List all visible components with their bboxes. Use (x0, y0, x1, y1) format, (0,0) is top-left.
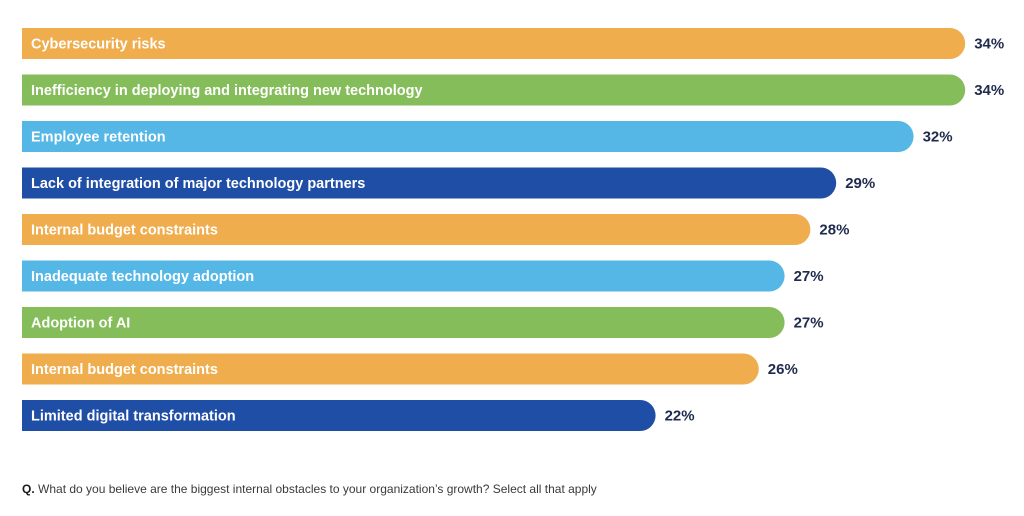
bar-group: Limited digital transformation 22% (22, 400, 695, 431)
bar-group: Internal budget constraints 28% (22, 214, 849, 245)
value-label: 34% (974, 82, 1004, 99)
bar-group: Internal budget constraints 26% (22, 353, 798, 385)
bar-group: Inefficiency in deploying and integratin… (22, 74, 1004, 106)
category-label: Adoption of AI (31, 316, 130, 332)
bar (22, 121, 914, 152)
bar-group: Adoption of AI 27% (22, 307, 824, 338)
horizontal-bar-chart: Cybersecurity risks 34% Inefficiency in de… (22, 28, 1004, 431)
category-label: Internal budget constraints (31, 223, 218, 239)
value-label: 28% (819, 222, 849, 239)
value-label: 29% (845, 175, 875, 192)
question-text: What do you believe are the biggest inte… (38, 482, 597, 496)
bar (22, 167, 837, 199)
bar-group: Lack of integration of major technology … (22, 167, 875, 199)
category-label: Lack of integration of major technology … (31, 176, 365, 192)
bar-group: Employee retention 32% (22, 121, 953, 152)
bar (22, 353, 759, 385)
bar-group: Cybersecurity risks 34% (22, 28, 1004, 59)
bar-group: Inadequate technology adoption 27% (22, 260, 824, 292)
question-prefix: Q. (22, 482, 35, 496)
category-label: Inefficiency in deploying and integratin… (31, 83, 423, 99)
value-label: 26% (768, 361, 798, 378)
value-label: 22% (665, 408, 695, 425)
bar (22, 214, 811, 245)
value-label: 32% (923, 129, 953, 146)
value-label: 27% (794, 268, 824, 285)
value-label: 34% (974, 36, 1004, 53)
bar (22, 28, 966, 59)
category-label: Internal budget constraints (31, 362, 218, 378)
category-label: Limited digital transformation (31, 409, 236, 425)
bar (22, 400, 656, 431)
value-label: 27% (794, 315, 824, 332)
survey-question: Q. What do you believe are the biggest i… (22, 482, 597, 496)
category-label: Cybersecurity risks (31, 37, 166, 53)
category-label: Employee retention (31, 130, 166, 146)
bar (22, 307, 785, 338)
bar (22, 260, 785, 292)
category-label: Inadequate technology adoption (31, 269, 254, 285)
bar (22, 74, 966, 106)
